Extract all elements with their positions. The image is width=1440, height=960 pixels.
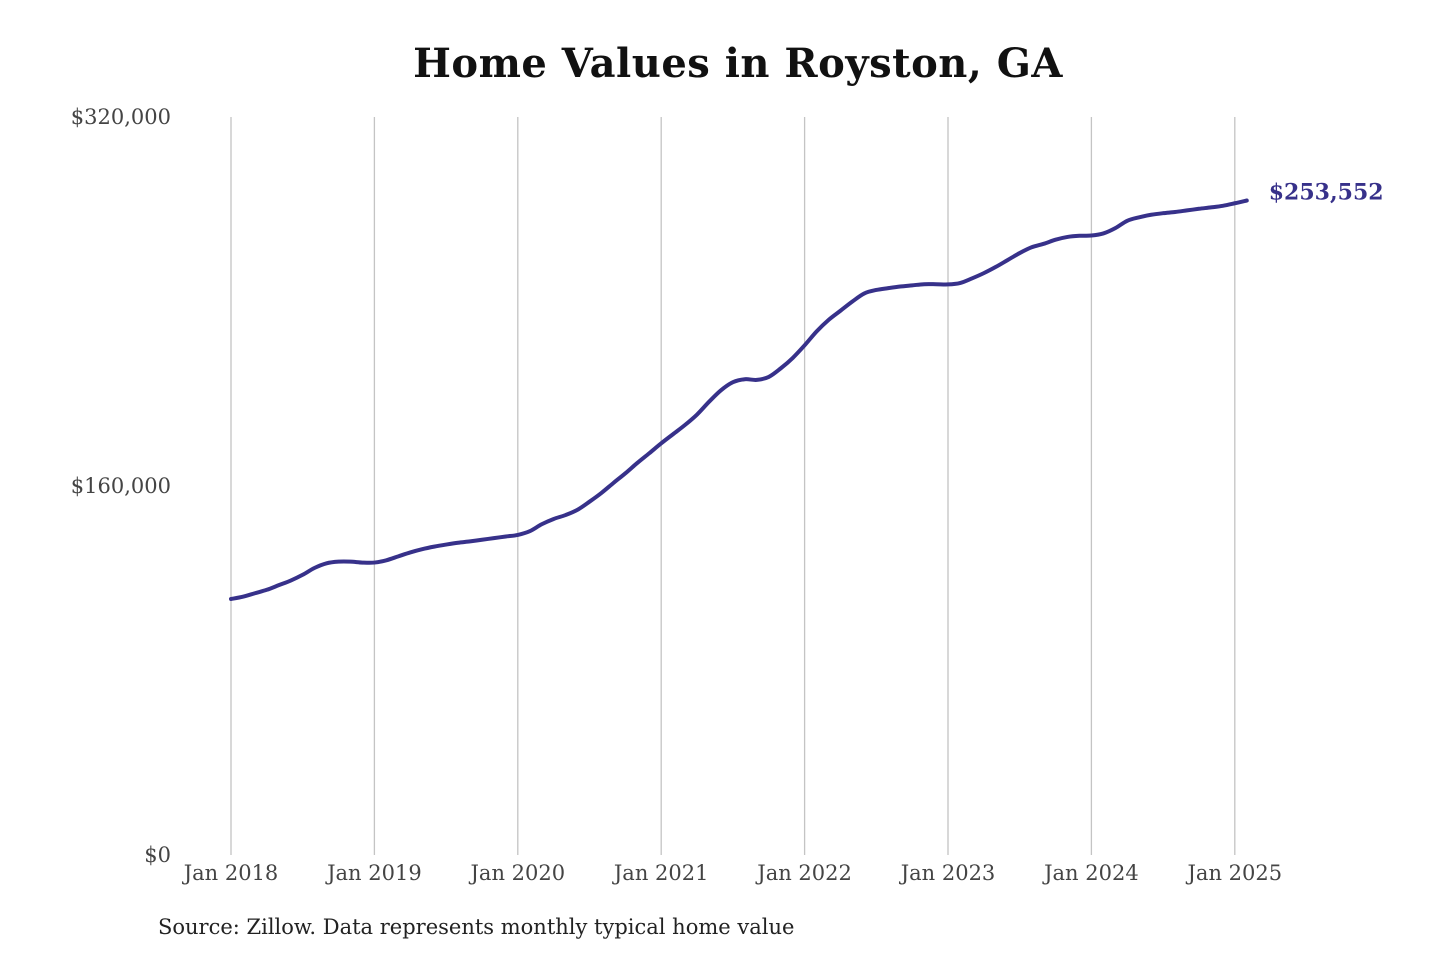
end-label-layer: $253,552: [1269, 179, 1384, 205]
series-line-home-value: [229, 198, 1249, 602]
x-tick-label: Jan 2021: [612, 861, 709, 885]
end-value-label: $253,552: [1269, 179, 1384, 205]
y-tick-label: $0: [144, 843, 171, 867]
x-tick-label: Jan 2022: [755, 861, 852, 885]
series-layer: [229, 198, 1249, 602]
x-tick-label: Jan 2023: [899, 861, 996, 885]
x-tick-label: Jan 2019: [325, 861, 422, 885]
x-axis-ticks: Jan 2018 Jan 2019 Jan 2020 Jan 2021 Jan 2022…: [182, 861, 1282, 885]
x-tick-label: Jan 2018: [182, 861, 279, 885]
y-tick-label: $160,000: [71, 474, 171, 498]
chart-source-note: Source: Zillow. Data represents monthly …: [158, 915, 795, 939]
x-tick-label: Jan 2024: [1042, 861, 1139, 885]
y-axis-ticks: $0 $160,000 $320,000: [71, 105, 171, 867]
gridlines: [230, 117, 1236, 855]
x-tick-label: Jan 2020: [469, 861, 566, 885]
chart-title: Home Values in Royston, GA: [413, 40, 1063, 87]
x-tick-label: Jan 2025: [1186, 861, 1283, 885]
y-tick-label: $320,000: [71, 105, 171, 129]
